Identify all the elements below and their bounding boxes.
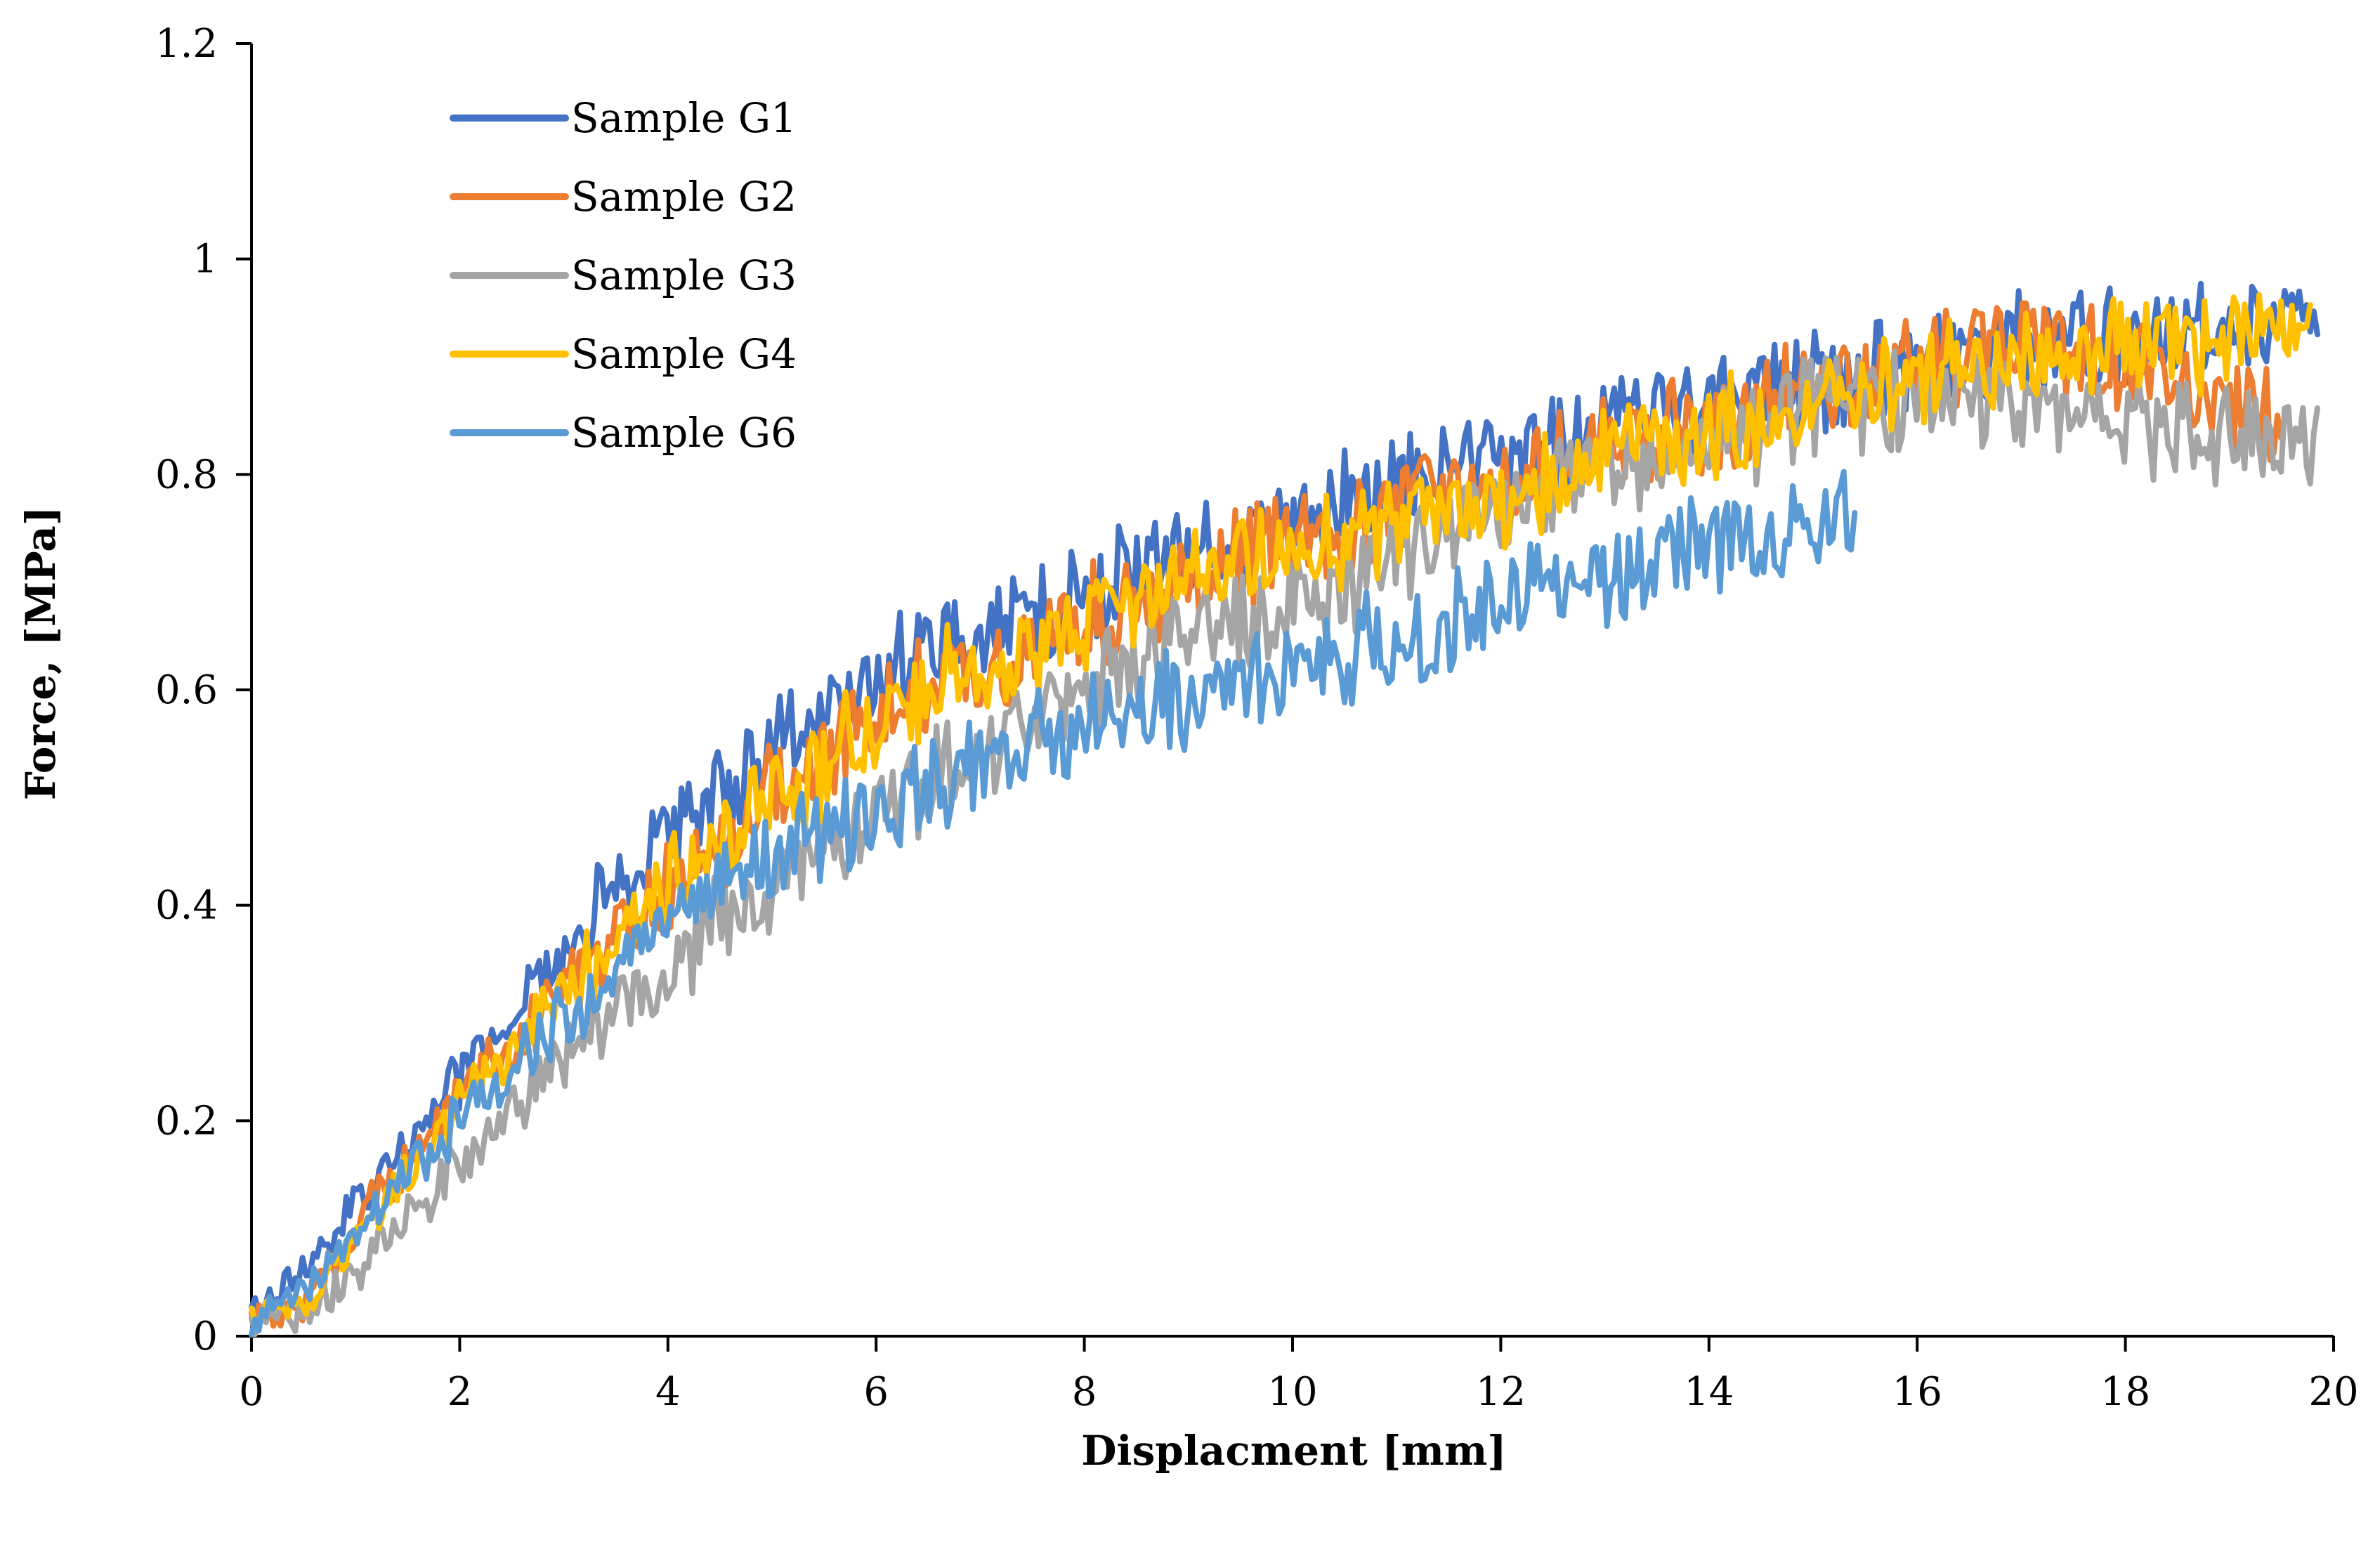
- x-tick-label: 16: [1892, 1369, 1942, 1415]
- x-tick-label: 8: [1072, 1369, 1097, 1415]
- series-line-sample-g3: [249, 348, 2320, 1338]
- legend-label: Sample G4: [571, 330, 797, 378]
- y-tick-label: 1: [192, 237, 218, 282]
- series-line-sample-g2: [249, 300, 2284, 1333]
- x-tick-label: 0: [239, 1369, 264, 1415]
- x-tick-label: 14: [1684, 1369, 1734, 1415]
- series-line-sample-g1: [249, 280, 2320, 1316]
- legend-label: Sample G2: [571, 173, 797, 221]
- x-axis-title: Displacment [mm]: [1081, 1427, 1507, 1475]
- x-tick-label: 18: [2100, 1369, 2150, 1415]
- x-tick-label: 6: [863, 1369, 889, 1415]
- y-tick-label: 1.2: [155, 21, 218, 67]
- series-lines: [249, 280, 2320, 1338]
- legend: Sample G1 Sample G2 Sample G3 Sample G4 Samp…: [450, 94, 797, 457]
- y-tick-label: 0.2: [155, 1098, 218, 1144]
- y-tick-label: 0.6: [155, 667, 218, 713]
- series-line-sample-g6: [249, 469, 1858, 1338]
- x-tick-label: 4: [655, 1369, 681, 1415]
- y-tick-label: 0.4: [155, 883, 218, 929]
- axes: 0 0.2 0.4 0.6 0.8 1 1.2 0 2 4 6 8 10 12 14 16 18 20: [155, 21, 2359, 1415]
- legend-label: Sample G1: [571, 94, 797, 142]
- legend-label: Sample G6: [571, 409, 797, 457]
- x-tick-label: 12: [1476, 1369, 1526, 1415]
- x-tick-label: 10: [1267, 1369, 1317, 1415]
- y-tick-label: 0: [192, 1314, 218, 1359]
- x-tick-label: 2: [447, 1369, 473, 1415]
- y-axis-title: Force, [MPa]: [17, 507, 65, 801]
- y-tick-label: 0.8: [155, 452, 218, 497]
- legend-label: Sample G3: [571, 251, 797, 299]
- series-line-sample-g4: [249, 292, 2313, 1325]
- x-tick-label: 20: [2308, 1369, 2358, 1415]
